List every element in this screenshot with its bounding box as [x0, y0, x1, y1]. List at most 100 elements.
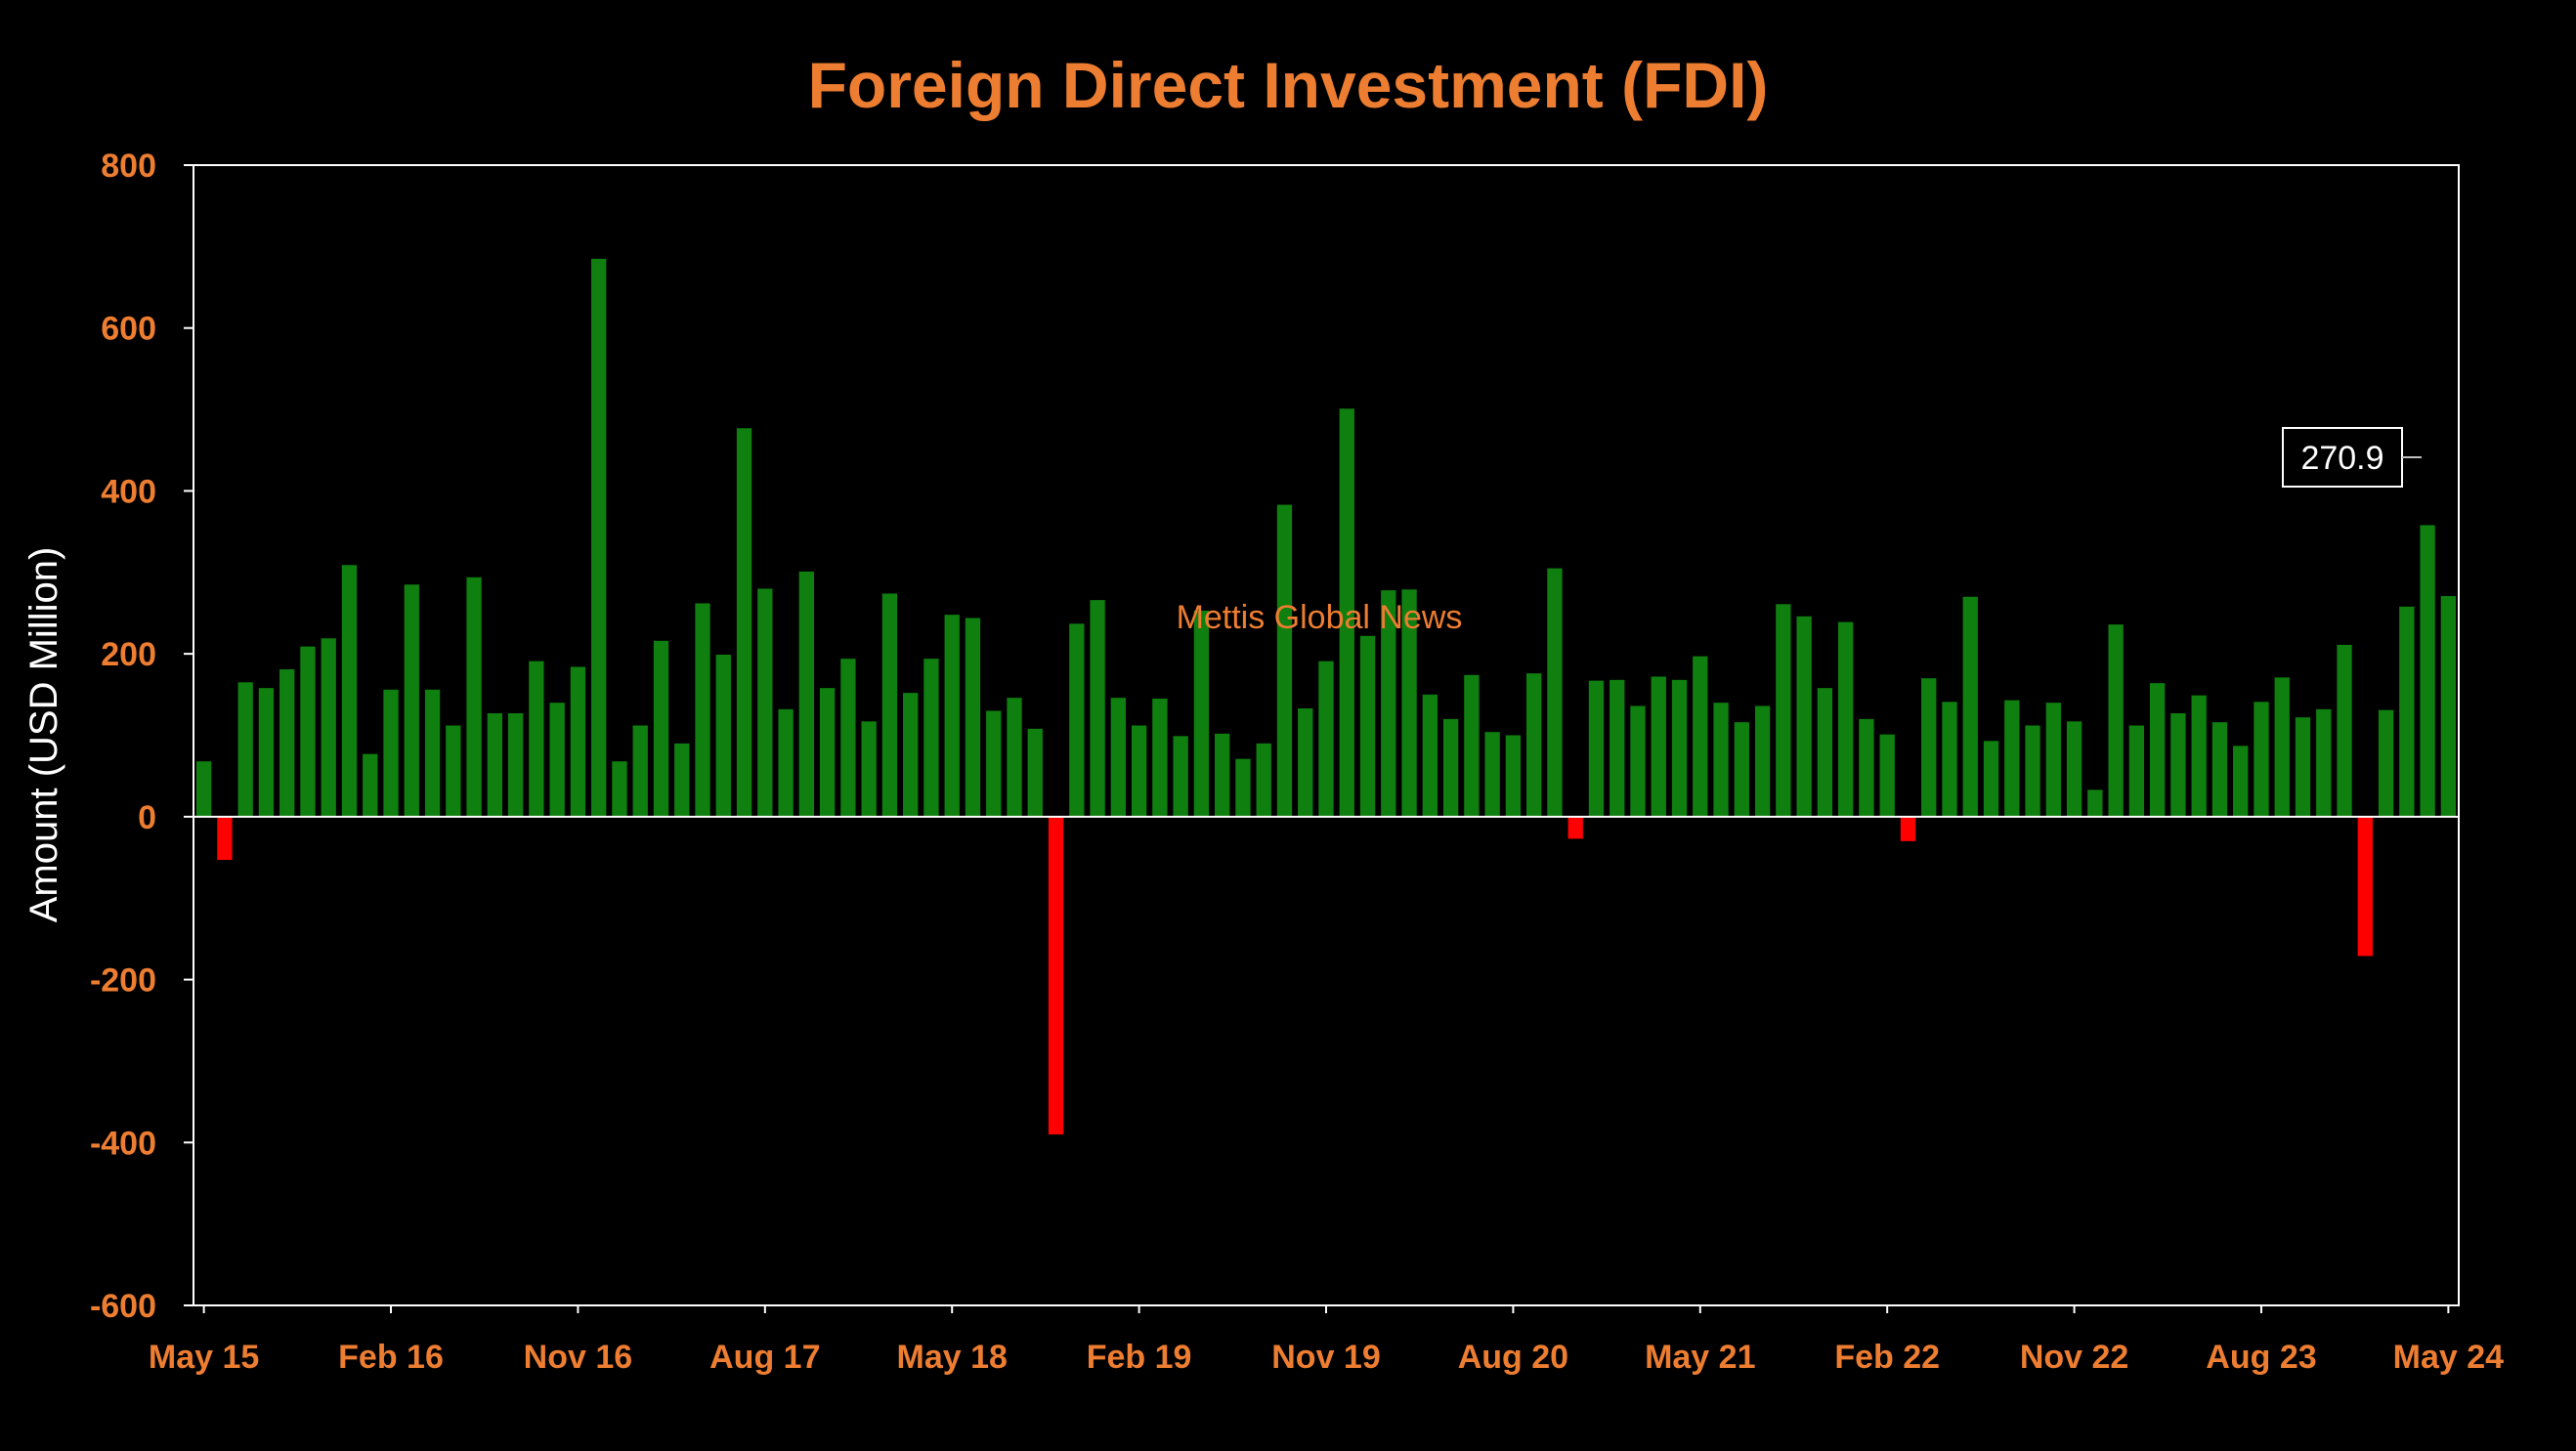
bar-positive	[965, 618, 981, 817]
bar-negative	[1900, 816, 1916, 841]
bar-positive	[944, 615, 960, 817]
bar-positive	[1547, 568, 1563, 817]
bar-positive	[2440, 596, 2457, 817]
bar-positive	[1983, 741, 1999, 817]
bar-positive	[300, 646, 316, 817]
bar-positive	[237, 682, 253, 817]
bar-positive	[757, 588, 773, 817]
bar-positive	[2254, 702, 2269, 817]
bar-positive	[529, 661, 544, 817]
bar-positive	[653, 640, 669, 817]
bar-positive	[1734, 722, 1749, 817]
x-tick-label: May 18	[897, 1339, 1008, 1376]
bar-positive	[632, 725, 648, 817]
bar-positive	[840, 659, 856, 817]
bar-positive	[881, 593, 898, 817]
bar-positive	[1879, 734, 1895, 817]
callout-label: 270.9	[2300, 440, 2383, 477]
x-tick-label: Aug 17	[709, 1339, 820, 1376]
y-tick-label: 200	[101, 636, 156, 673]
bar-positive	[363, 753, 378, 817]
x-tick-labels: May 15 Feb 16 Nov 16 Aug 17 May 18 Feb 19 Nov …	[149, 1305, 2504, 1376]
bar-positive	[1464, 674, 1480, 817]
bar-positive	[2149, 683, 2166, 817]
bar-positive	[591, 258, 607, 817]
bar-positive	[2420, 525, 2435, 817]
bar-negative	[217, 816, 233, 861]
bar-positive	[2128, 725, 2145, 817]
bar-positive	[2170, 712, 2186, 817]
bar-positive	[1693, 656, 1708, 817]
bar-positive	[424, 689, 441, 817]
y-tick-label: 0	[138, 799, 156, 836]
bar-positive	[715, 654, 731, 817]
chart-title: Foreign Direct Investment (FDI)	[808, 49, 1769, 121]
bar-positive	[1776, 604, 1791, 817]
bar-series	[195, 258, 2457, 1134]
bar-negative	[1567, 816, 1583, 839]
bar-positive	[1588, 680, 1605, 817]
bar-positive	[2066, 721, 2082, 817]
bar-positive	[861, 721, 877, 817]
bar-positive	[1110, 698, 1126, 817]
value-callout: 270.9	[2282, 427, 2422, 488]
x-tick-label: May 15	[149, 1339, 259, 1376]
x-tick-label: Feb 19	[1087, 1339, 1192, 1376]
x-tick-label: Aug 23	[2206, 1339, 2316, 1376]
bar-positive	[1422, 694, 1438, 817]
bar-positive	[404, 584, 419, 817]
bar-positive	[1215, 733, 1230, 817]
bar-positive	[2378, 709, 2394, 817]
bar-positive	[612, 761, 627, 817]
bar-positive	[1962, 596, 1978, 817]
bar-positive	[1817, 688, 1833, 817]
bar-positive	[1859, 718, 1874, 817]
y-tick-label: 800	[101, 148, 156, 185]
x-tick-label: Nov 22	[2020, 1339, 2129, 1376]
bar-positive	[819, 688, 836, 817]
bar-positive	[1027, 728, 1043, 817]
bar-positive	[487, 712, 503, 817]
bar-positive	[1505, 735, 1522, 817]
bar-positive	[2004, 700, 2020, 817]
bar-positive	[507, 712, 524, 817]
bar-positive	[2191, 695, 2207, 817]
bar-positive	[1193, 610, 1210, 817]
bar-positive	[1131, 725, 1147, 817]
x-tick-label: Nov 16	[524, 1339, 633, 1376]
bar-positive	[986, 710, 1002, 817]
bar-negative	[2357, 816, 2373, 957]
bar-positive	[2087, 790, 2103, 817]
bar-positive	[2274, 677, 2290, 817]
bar-positive	[1651, 676, 1666, 817]
bar-positive	[2399, 606, 2415, 817]
y-axis-label: Amount (USD Million)	[22, 547, 65, 923]
bar-positive	[778, 708, 794, 817]
x-tick-label: Nov 19	[1271, 1339, 1381, 1376]
bar-positive	[383, 689, 399, 817]
bar-positive	[1796, 616, 1812, 817]
bar-positive	[1359, 635, 1376, 817]
bar-positive	[1942, 702, 1957, 817]
callout-box	[2282, 427, 2403, 488]
y-tick-label: -600	[90, 1288, 156, 1325]
y-tick-label: 600	[101, 311, 156, 348]
x-tick-label: Feb 16	[338, 1339, 444, 1376]
bar-positive	[1713, 703, 1729, 817]
bar-positive	[903, 693, 919, 817]
bar-negative	[1048, 816, 1064, 1134]
bar-positive	[1484, 732, 1500, 817]
x-tick-label: Feb 22	[1834, 1339, 1940, 1376]
bar-positive	[1526, 673, 1542, 817]
bar-positive	[1921, 678, 1937, 817]
bar-positive	[466, 576, 482, 817]
bar-positive	[341, 565, 358, 817]
bar-positive	[1630, 705, 1646, 817]
bar-positive	[1298, 707, 1313, 817]
bar-positive	[446, 725, 461, 817]
bar-positive	[1671, 679, 1688, 817]
bar-positive	[674, 743, 690, 817]
bar-positive	[1235, 758, 1251, 817]
bar-positive	[798, 571, 814, 817]
